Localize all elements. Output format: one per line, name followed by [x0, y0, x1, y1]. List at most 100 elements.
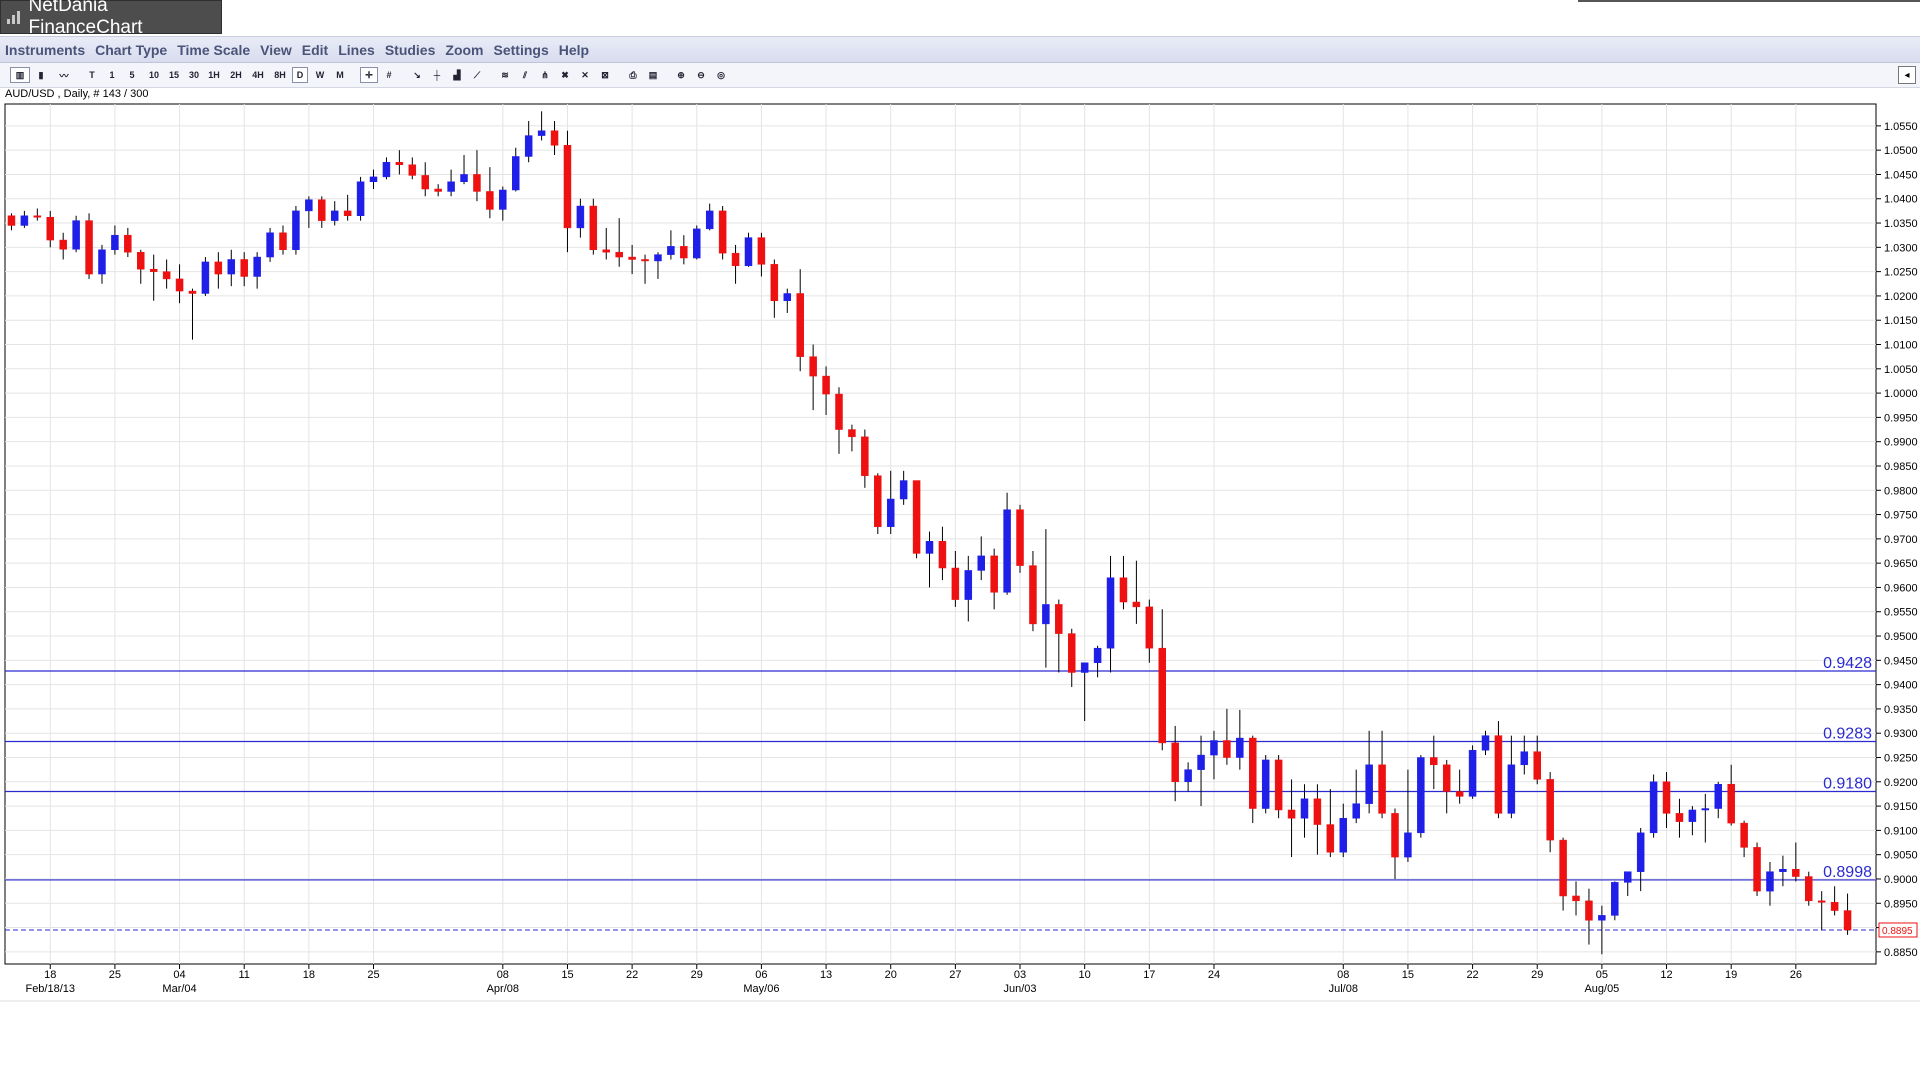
candle: [861, 429, 869, 488]
candle: [951, 551, 960, 607]
y-tick-label: 0.9900: [1884, 437, 1918, 449]
volume-icon[interactable]: ▟: [453, 69, 461, 80]
candle-body: [796, 293, 804, 357]
candle-body: [912, 480, 921, 554]
candle-body: [511, 156, 520, 191]
candle: [7, 213, 16, 231]
candle-body: [240, 259, 248, 277]
candle: [796, 269, 804, 372]
candle: [1236, 709, 1244, 770]
y-tick-label: 1.0400: [1884, 194, 1918, 206]
timeframe-8h[interactable]: 8H: [274, 70, 286, 80]
candle: [1611, 881, 1619, 921]
fibonacci-icon[interactable]: ≋: [501, 69, 509, 80]
line-chart-icon[interactable]: 〰: [59, 70, 69, 81]
candle-body: [305, 199, 313, 212]
candle: [434, 184, 442, 197]
candle-body: [1326, 824, 1335, 853]
candle-body: [1623, 871, 1632, 883]
candle: [1287, 779, 1296, 858]
y-tick-label: 0.9350: [1884, 704, 1918, 716]
price-chart[interactable]: 0.9428 0.9283 0.9180 0.8998 1.0550 1.0500 1.04…: [0, 96, 1920, 1000]
delete-drawings-icon[interactable]: ⊠: [601, 69, 609, 80]
menu-settings[interactable]: Settings: [493, 41, 549, 58]
x-tick-label: 29: [691, 969, 703, 981]
candle-body: [1029, 565, 1037, 625]
timeframe-4h[interactable]: 4H: [252, 70, 264, 80]
print-icon[interactable]: ⎙: [629, 69, 637, 80]
timeframe-5[interactable]: 5: [129, 70, 135, 80]
x-tick-label: 22: [1466, 969, 1478, 981]
x-tick-label: 12: [1660, 969, 1672, 981]
timeframe-30[interactable]: 30: [188, 70, 199, 80]
cursor-icon[interactable]: ↘: [413, 69, 421, 80]
timeframe-w[interactable]: W: [315, 70, 325, 80]
timeframe-d[interactable]: D: [292, 67, 308, 83]
candle-body: [615, 251, 623, 258]
candle-body: [524, 135, 533, 157]
x-tick-label: 27: [949, 969, 961, 981]
y-axis: 1.0550 1.0500 1.0450 1.0400 1.0350 1.0300 1.02…: [1876, 121, 1918, 959]
timeframe-15[interactable]: 15: [168, 70, 179, 80]
zoom-in-icon[interactable]: ⊕: [677, 69, 685, 80]
menu-help[interactable]: Help: [558, 41, 590, 58]
menu-studies[interactable]: Studies: [384, 41, 436, 58]
candles: [7, 111, 1852, 955]
timeframe-m[interactable]: M: [336, 70, 344, 80]
menu-instruments[interactable]: Instruments: [5, 41, 86, 58]
trendline-icon[interactable]: ⟋: [473, 69, 481, 80]
candle-chart-icon[interactable]: ▮: [38, 69, 44, 80]
menu-view[interactable]: View: [260, 41, 292, 58]
timeframe-1[interactable]: 1: [109, 70, 115, 80]
grid-icon[interactable]: #: [386, 70, 392, 80]
menu-time-scale[interactable]: Time Scale: [177, 41, 251, 58]
candle-body: [72, 220, 80, 250]
y-tick-label: 0.9650: [1884, 558, 1918, 570]
title-bar: NetDania FinanceChart: [0, 0, 1920, 38]
timeframe-2h[interactable]: 2H: [230, 70, 242, 80]
candle-body: [434, 188, 442, 192]
print-preview-icon[interactable]: ▤: [648, 69, 658, 80]
candle: [1753, 842, 1761, 896]
candle: [1132, 560, 1141, 624]
candle-body: [369, 176, 378, 182]
collapse-panel-button[interactable]: ◂: [1898, 66, 1916, 84]
menu-chart-type[interactable]: Chart Type: [95, 41, 168, 58]
y-tick-label: 1.0200: [1884, 291, 1918, 303]
candle-body: [188, 290, 197, 294]
hline-icon[interactable]: ┼: [433, 70, 441, 80]
candle-body: [1274, 759, 1283, 811]
candle-body: [1481, 735, 1490, 751]
candle-body: [227, 259, 236, 275]
timeframe-1h[interactable]: 1H: [208, 70, 220, 80]
zoom-out-icon[interactable]: ⊖: [697, 69, 705, 80]
zoom-reset-icon[interactable]: ◎: [717, 69, 725, 80]
delete-all-icon[interactable]: ✕: [581, 69, 589, 80]
candle-body: [602, 249, 611, 253]
fork-icon[interactable]: ⋔: [541, 69, 549, 80]
crosshair-icon[interactable]: ✛: [360, 67, 378, 83]
current-price-box: [1878, 922, 1918, 938]
y-tick-label: 1.0450: [1884, 169, 1918, 181]
channel-icon[interactable]: ⫽: [522, 69, 527, 80]
bar-chart-icon[interactable]: ▥: [10, 67, 30, 83]
timeframe-10[interactable]: 10: [148, 70, 159, 80]
timeframe-t[interactable]: T: [89, 70, 95, 80]
candle: [59, 232, 67, 260]
candle: [175, 264, 184, 304]
candle: [486, 167, 494, 219]
y-tick-label: 0.9450: [1884, 655, 1918, 667]
candle: [343, 194, 352, 221]
candle-body: [20, 215, 29, 226]
x-tick-sublabel: Aug/05: [1584, 983, 1619, 995]
y-tick-label: 0.9050: [1884, 850, 1918, 862]
y-tick-label: 0.9000: [1884, 874, 1918, 886]
candle: [162, 259, 171, 289]
x-tick-label: 08: [1337, 969, 1349, 981]
menu-zoom[interactable]: Zoom: [445, 41, 484, 58]
candle-body: [1365, 764, 1373, 804]
candle-body: [486, 191, 494, 210]
menu-lines[interactable]: Lines: [338, 41, 375, 58]
delete-line-icon[interactable]: ✖: [561, 69, 569, 80]
menu-edit[interactable]: Edit: [301, 41, 329, 58]
